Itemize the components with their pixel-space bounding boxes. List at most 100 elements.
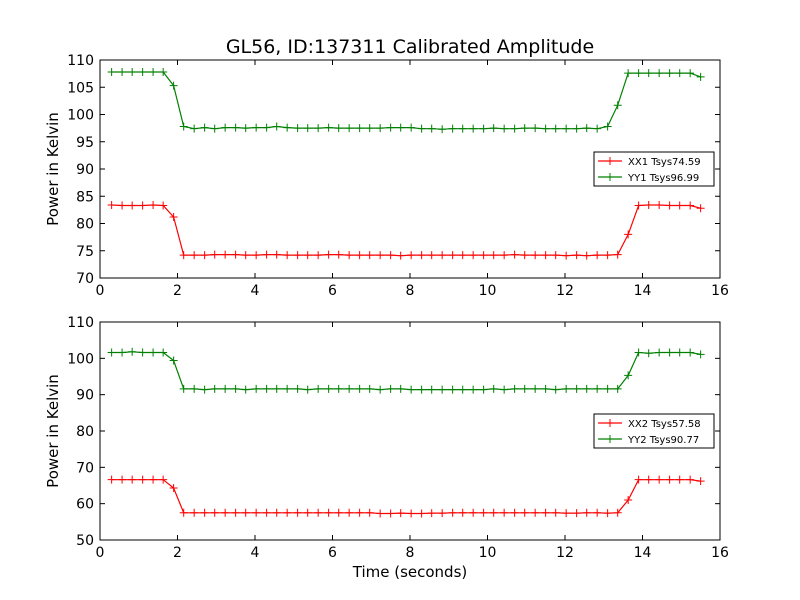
data-point bbox=[179, 384, 188, 393]
data-point bbox=[531, 508, 540, 517]
data-point bbox=[200, 508, 209, 517]
data-point bbox=[510, 384, 519, 393]
data-point bbox=[572, 124, 581, 133]
data-point bbox=[551, 124, 560, 133]
data-point bbox=[355, 251, 364, 260]
data-point bbox=[572, 384, 581, 393]
data-point bbox=[510, 124, 519, 133]
data-point bbox=[448, 508, 457, 517]
data-point bbox=[345, 384, 354, 393]
data-point bbox=[541, 384, 550, 393]
data-point bbox=[603, 509, 612, 518]
x-tick-label: 0 bbox=[96, 283, 105, 299]
y-tick-label: 110 bbox=[67, 315, 94, 331]
data-point bbox=[665, 348, 674, 357]
data-point bbox=[469, 385, 478, 394]
data-point bbox=[396, 251, 405, 260]
x-tick-label: 14 bbox=[634, 283, 652, 299]
data-point bbox=[231, 123, 240, 132]
y-tick-label: 80 bbox=[76, 424, 94, 440]
data-point bbox=[458, 251, 467, 260]
data-point bbox=[396, 123, 405, 132]
data-point bbox=[427, 251, 436, 260]
data-point bbox=[531, 384, 540, 393]
data-point bbox=[376, 385, 385, 394]
data-point bbox=[469, 124, 478, 133]
data-point bbox=[634, 475, 643, 484]
data-point bbox=[520, 508, 529, 517]
data-point bbox=[365, 384, 374, 393]
data-point bbox=[324, 250, 333, 259]
legend-entry-label: XX1 Tsys74.59 bbox=[628, 157, 701, 168]
data-point bbox=[675, 69, 684, 78]
data-point bbox=[407, 251, 416, 260]
data-point bbox=[448, 385, 457, 394]
data-point bbox=[665, 69, 674, 78]
data-point bbox=[469, 251, 478, 260]
data-point bbox=[634, 69, 643, 78]
x-tick-label: 4 bbox=[251, 545, 260, 561]
data-point bbox=[479, 508, 488, 517]
data-point bbox=[603, 384, 612, 393]
data-point bbox=[427, 509, 436, 518]
data-point bbox=[655, 348, 664, 357]
data-point bbox=[438, 125, 447, 134]
data-point bbox=[655, 69, 664, 78]
data-point bbox=[644, 69, 653, 78]
data-point bbox=[417, 385, 426, 394]
data-point bbox=[696, 204, 705, 213]
data-point bbox=[593, 384, 602, 393]
x-tick-label: 12 bbox=[556, 283, 574, 299]
series-line-1 bbox=[111, 479, 701, 515]
data-point bbox=[417, 509, 426, 518]
data-point bbox=[231, 250, 240, 259]
data-point bbox=[376, 251, 385, 260]
data-point bbox=[469, 508, 478, 517]
data-point bbox=[582, 251, 591, 260]
data-point bbox=[334, 508, 343, 517]
data-point bbox=[675, 475, 684, 484]
legend-entry-label: YY1 Tsys96.99 bbox=[627, 173, 699, 184]
data-point bbox=[541, 251, 550, 260]
data-point bbox=[169, 81, 178, 90]
y-tick-label: 75 bbox=[76, 244, 94, 260]
data-point bbox=[118, 348, 127, 357]
data-point bbox=[345, 124, 354, 133]
data-point bbox=[210, 250, 219, 259]
data-point bbox=[159, 475, 168, 484]
data-point bbox=[417, 124, 426, 133]
data-point bbox=[551, 251, 560, 260]
data-point bbox=[686, 475, 695, 484]
data-point bbox=[128, 475, 137, 484]
data-point bbox=[324, 384, 333, 393]
data-point bbox=[272, 122, 281, 131]
data-point bbox=[149, 200, 158, 209]
data-point bbox=[562, 384, 571, 393]
top-panel: 0 2 4 6 8 10 12 14 16 70 75 80 85 90 95 100 105 110 Power … bbox=[44, 53, 729, 299]
data-point bbox=[241, 124, 250, 133]
data-point bbox=[417, 251, 426, 260]
data-point bbox=[345, 508, 354, 517]
data-point bbox=[190, 124, 199, 133]
y-tick-label: 80 bbox=[76, 217, 94, 233]
legend-box bbox=[593, 151, 715, 187]
data-point bbox=[190, 508, 199, 517]
data-point bbox=[624, 371, 633, 380]
legend-entry-label: YY2 Tsys90.77 bbox=[627, 435, 699, 446]
data-point bbox=[179, 122, 188, 131]
data-point bbox=[149, 475, 158, 484]
data-point bbox=[355, 508, 364, 517]
data-point bbox=[221, 508, 230, 517]
legend-box bbox=[593, 413, 715, 449]
data-point bbox=[686, 69, 695, 78]
bottom-panel: 0 2 4 6 8 10 12 14 16 50 60 70 80 90 100 110 Power in Ke… bbox=[44, 315, 729, 581]
data-point bbox=[221, 123, 230, 132]
data-point bbox=[696, 72, 705, 81]
data-point bbox=[665, 201, 674, 210]
data-point bbox=[520, 251, 529, 260]
series-line-2 bbox=[111, 71, 701, 130]
data-point bbox=[479, 124, 488, 133]
data-point bbox=[582, 384, 591, 393]
data-point bbox=[128, 67, 137, 76]
data-point bbox=[624, 69, 633, 78]
